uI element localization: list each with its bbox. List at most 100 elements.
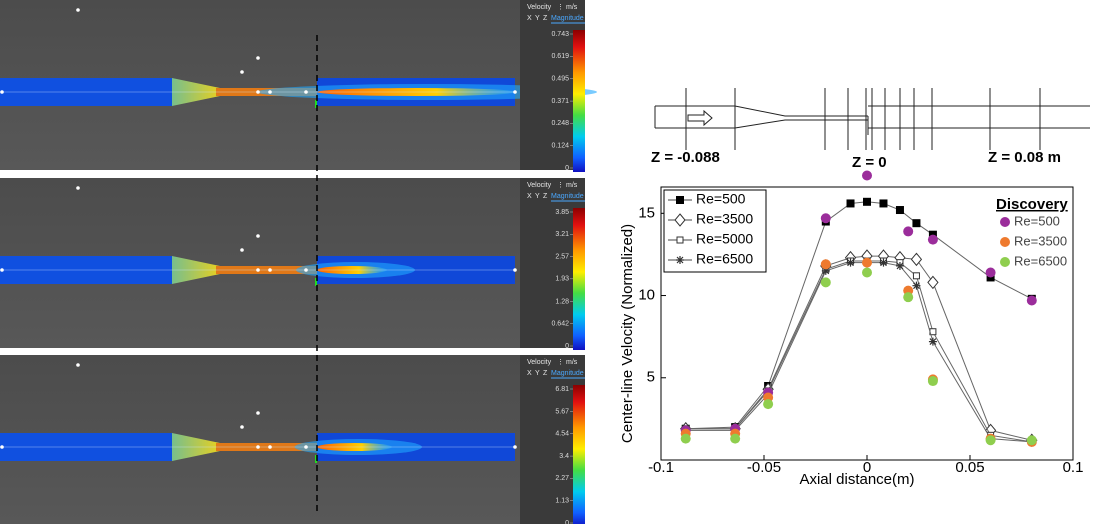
probe-point — [513, 90, 517, 94]
component-tab[interactable]: Z — [543, 370, 548, 377]
component-tab[interactable]: Z — [543, 15, 548, 22]
menu[interactable]: ⋮ — [557, 359, 564, 366]
x-tick-label: -0.05 — [747, 459, 781, 476]
marker — [676, 256, 684, 264]
colorbar-label: 1.93 — [555, 276, 569, 283]
colorbar-label: 3.85 — [555, 209, 569, 216]
discovery-point — [985, 267, 996, 278]
legend-label: Re=6500 — [1014, 253, 1067, 268]
station-label: Z = 0.08 m — [988, 149, 1061, 166]
marker — [879, 258, 888, 267]
panel: Velocity ⋮ m/s X Y Z Magnitude 0.743 0.619 0.495 0… — [0, 0, 597, 172]
quantity: Velocity — [527, 182, 552, 189]
component-tab[interactable]: Y — [535, 15, 540, 22]
marker — [846, 258, 855, 267]
marker — [912, 219, 921, 228]
colorbar-label: 2.27 — [555, 475, 569, 482]
probe-point — [268, 268, 272, 272]
colorbar-label: 5.67 — [555, 408, 569, 415]
colorbar — [573, 385, 585, 524]
probe-point — [513, 268, 517, 272]
component-tab[interactable]: Z — [543, 193, 548, 200]
colorbar-label: 0.743 — [551, 31, 569, 38]
probe-point — [76, 363, 80, 367]
legend-label: Re=3500 — [1014, 233, 1067, 248]
discovery-point — [903, 226, 914, 237]
legend-label: Re=6500 — [696, 251, 753, 267]
legend-swatch — [1000, 217, 1010, 227]
probe-point — [240, 425, 244, 429]
probe-point — [304, 268, 308, 272]
menu[interactable]: ⋮ — [557, 4, 564, 11]
probe-point — [240, 248, 244, 252]
discovery-point — [985, 435, 996, 446]
colorbar-label: 0 — [565, 520, 569, 524]
series-line — [685, 260, 1032, 443]
legend-label: Re=500 — [696, 191, 746, 207]
component-tab[interactable]: X — [527, 370, 532, 377]
probe-point — [256, 56, 260, 60]
probe-point — [268, 445, 272, 449]
colorbar-label: 0.371 — [551, 98, 569, 105]
colorbar-label: 0 — [565, 343, 569, 350]
colorbar-label: 3.4 — [559, 453, 569, 460]
colorbar-label: 2.57 — [555, 253, 569, 260]
probe-point — [76, 186, 80, 190]
discovery-point — [820, 213, 831, 224]
marker — [676, 196, 684, 204]
marker — [895, 261, 904, 270]
component-tab[interactable]: Magnitude — [551, 15, 584, 22]
probe-point — [268, 90, 272, 94]
marker — [674, 213, 686, 227]
discovery-point — [680, 433, 691, 444]
component-tab[interactable]: X — [527, 193, 532, 200]
y-tick-label: 15 — [638, 204, 655, 221]
colorbar-label: 0.248 — [551, 120, 569, 127]
probe-point — [256, 445, 260, 449]
y-tick-label: 10 — [638, 287, 655, 304]
discovery-point — [903, 292, 914, 303]
probe-point — [304, 90, 308, 94]
colorbar-label: 0.642 — [551, 320, 569, 327]
marker — [912, 281, 921, 290]
x-tick-label: 0.05 — [955, 459, 984, 476]
probe-point — [256, 268, 260, 272]
component-tab[interactable]: Y — [535, 370, 540, 377]
menu[interactable]: ⋮ — [557, 182, 564, 189]
panel: Velocity ⋮ m/s X Y Z Magnitude 6.81 5.67 4.54 3.4 2… — [0, 355, 585, 524]
colorbar — [573, 208, 585, 350]
colorbar-label: 1.13 — [555, 498, 569, 505]
component-tab[interactable]: Magnitude — [551, 370, 584, 377]
legend-swatch — [1000, 257, 1010, 267]
x-tick-label: -0.1 — [648, 459, 674, 476]
series — [680, 249, 1038, 448]
series-line — [685, 201, 1033, 430]
station-label: Z = -0.088 — [651, 149, 720, 166]
discovery-point — [820, 277, 831, 288]
legend-swatch — [1000, 237, 1010, 247]
discovery-point — [862, 257, 872, 268]
probe-point — [76, 8, 80, 12]
discovery-point — [820, 259, 831, 270]
marker — [846, 199, 855, 208]
probe-point — [0, 445, 4, 449]
chart: -0.1 -0.05 0 0.05 0.1 5 10 15 Axial distance(m) C… — [619, 170, 1083, 488]
colorbar-label: 0.124 — [551, 142, 569, 149]
nozzle-schematic: Z = -0.088 Z = 0 Z = 0.08 m — [651, 88, 1090, 171]
y-axis-label: Center-line Velocity (Normalized) — [619, 224, 636, 443]
component-tab[interactable]: Y — [535, 193, 540, 200]
nozzle-outline — [655, 105, 1090, 135]
marker — [879, 199, 888, 208]
colorbar-label: 1.28 — [555, 298, 569, 305]
simulation-panels: Velocity ⋮ m/sX Y Z Magnitude0.7430.6190.4950… — [0, 0, 597, 524]
colorbar — [573, 30, 585, 172]
discovery-series — [680, 267, 1037, 446]
component-tab[interactable]: Magnitude — [551, 193, 584, 200]
marker — [895, 206, 904, 215]
station-label: Z = 0 — [852, 154, 887, 171]
marker — [821, 266, 830, 275]
panel: Velocity ⋮ m/s X Y Z Magnitude 3.85 3.21 2.57 1.93… — [0, 178, 585, 350]
x-tick-label: 0 — [863, 459, 871, 476]
component-tab[interactable]: X — [527, 15, 532, 22]
discovery-point — [927, 376, 938, 387]
